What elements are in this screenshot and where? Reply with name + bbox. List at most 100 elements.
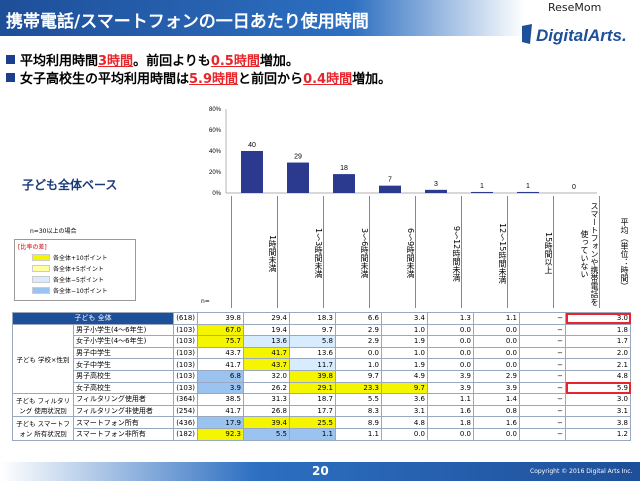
table-cell: 17.9	[197, 416, 245, 429]
table-row: スマートフォン非所有 (182) 92.3 5.5 1.1 1.1 0.0 0.0 0.0−1.…	[13, 427, 632, 441]
table-cell: 3.9	[427, 381, 475, 395]
legend-item: 各全体+5ポイント	[32, 264, 132, 273]
row-group-label: 子ども フィルタリング 使用状況別	[12, 393, 74, 418]
watermark: ReseMom	[548, 1, 602, 14]
table-cell: 4.9	[381, 369, 429, 383]
table-cell: 19.4	[243, 323, 291, 337]
row-label: 女子高校生	[72, 381, 175, 395]
table-row: 女子中学生 (103) 41.7 43.7 11.7 1.0 1.9 0.0 0.0−2.1	[13, 358, 632, 371]
row-group-label: 子ども スマートフォン 所有状況別	[12, 416, 74, 441]
table-cell: −	[519, 369, 567, 383]
bar-value-label: 29	[294, 154, 302, 161]
table-cell: 3.9	[473, 381, 521, 395]
average-cell: 1.7	[565, 335, 632, 348]
table-cell: 1.9	[381, 358, 429, 371]
legend-swatch	[32, 254, 50, 261]
row-label: 男子高校生	[72, 369, 175, 383]
average-cell: 3.1	[565, 404, 632, 418]
table-row: 子ども 学校×性別 男子小学生(4〜6年生) (103) 67.0 19.4 9.7 2.9…	[12, 323, 632, 395]
bullet-2-highlight-2: 0.4時間	[303, 72, 353, 87]
bullet-1-highlight-1: 3時間	[98, 54, 134, 69]
table-cell: 38.5	[197, 393, 245, 406]
table-cell: −	[519, 346, 567, 360]
basis-label: 子ども全体ベース	[22, 178, 118, 192]
row-label: 女子中学生	[72, 358, 175, 371]
bullet-square-icon	[6, 55, 15, 64]
table-cell: 41.7	[243, 346, 291, 360]
legend-swatch	[32, 276, 50, 283]
row-label: フィルタリング使用者	[72, 393, 175, 406]
table-cell: 3.1	[381, 404, 429, 418]
table-cell: 43.7	[197, 346, 245, 360]
table-cell: 31.3	[243, 393, 291, 406]
legend-swatch	[32, 265, 50, 272]
table-cell: 29.4	[243, 312, 291, 325]
bar-value-label: 1	[480, 183, 484, 190]
bar-value-label: 7	[388, 177, 392, 184]
table-cell: 2.9	[335, 335, 383, 348]
table-cell: 0.0	[427, 346, 475, 360]
table-cell: 67.0	[197, 323, 245, 337]
bar	[241, 151, 263, 193]
column-header: 3〜6時間未満	[323, 196, 369, 308]
bullet-2-pre: 女子高校生の平均利用時間は	[20, 72, 190, 87]
bullet-1-pre: 平均利用時間	[20, 54, 99, 69]
column-header: 12〜15時間未満	[461, 196, 507, 308]
table-cell: 18.7	[289, 393, 337, 406]
column-header: スマートフォンや携帯電話を使っていない	[553, 196, 599, 308]
note-text: n=30以上の場合	[30, 228, 77, 235]
sample-size: (103)	[173, 369, 199, 383]
title-bar: 携帯電話/スマートフォンの一日あたり使用時間	[0, 0, 640, 36]
table-cell: 23.3	[335, 381, 383, 395]
slide-title: 携帯電話/スマートフォンの一日あたり使用時間	[6, 12, 369, 32]
average-cell: 3.0	[565, 312, 632, 325]
legend-label: 各全体−10ポイント	[53, 288, 108, 295]
row-label: スマートフォン非所有	[72, 427, 175, 441]
footer-bar: 20 Copyright © 2016 Digital Arts Inc.	[0, 462, 640, 481]
table-cell: 2.9	[473, 369, 521, 383]
column-header: 1時間未満	[231, 196, 277, 308]
table-cell: 1.6	[473, 416, 521, 429]
y-tick-label: 60%	[209, 128, 222, 134]
bullet-1-highlight-2: 0.5時間	[210, 54, 260, 69]
table-row: 男子中学生 (103) 43.7 41.7 13.6 0.0 1.0 0.0 0.0−2.0	[13, 346, 632, 360]
table-cell: −	[519, 381, 567, 395]
table-cell: 5.5	[335, 393, 383, 406]
bar-value-label: 3	[434, 181, 438, 188]
row-label: 男子中学生	[72, 346, 175, 360]
legend-title: [比率の差]	[18, 244, 47, 251]
average-cell: 3.8	[565, 416, 632, 429]
table-cell: 13.6	[243, 335, 291, 348]
table-cell: 39.4	[243, 416, 291, 429]
table-cell: −	[519, 427, 567, 441]
average-column-header: 平均（単位：時間）	[599, 196, 629, 308]
bullet-1-post: 増加。	[259, 54, 299, 69]
table-cell: 0.0	[427, 358, 475, 371]
n-label: n=	[201, 298, 210, 305]
table-cell: −	[519, 416, 567, 429]
average-cell: 1.2	[565, 427, 632, 441]
data-table: 子ども 全体 (618) 39.8 29.4 18.3 6.6 3.4 1.3 1.1−3.0 子…	[11, 312, 632, 441]
table-cell: 9.7	[381, 381, 429, 395]
legend-item: 各全体+10ポイント	[32, 253, 132, 262]
table-row: 子ども 全体 (618) 39.8 29.4 18.3 6.6 3.4 1.3 1.1−3.0	[11, 312, 632, 325]
sample-size: (103)	[173, 358, 199, 371]
table-cell: 0.0	[473, 323, 521, 337]
bullet-2-post: 増加。	[352, 72, 392, 87]
table-cell: 3.6	[381, 393, 429, 406]
table-cell: 8.9	[335, 416, 383, 429]
table-row: 子ども スマートフォン 所有状況別 スマートフォン所有 (436) 17.9 39.4 2…	[12, 416, 632, 441]
legend-item: 各全体−5ポイント	[32, 275, 132, 284]
table-cell: 11.7	[289, 358, 337, 371]
y-tick-label: 40%	[209, 149, 222, 155]
bullet-1-mid: 。前回よりも	[133, 54, 211, 69]
table-cell: 9.7	[289, 323, 337, 337]
bar	[287, 162, 309, 193]
column-header: 6〜9時間未満	[369, 196, 415, 308]
sample-size: (103)	[173, 346, 199, 360]
table-cell: −	[519, 358, 567, 371]
sample-size: (103)	[173, 335, 199, 348]
table-cell: 26.8	[243, 404, 291, 418]
row-label: 男子小学生(4〜6年生)	[72, 323, 175, 337]
